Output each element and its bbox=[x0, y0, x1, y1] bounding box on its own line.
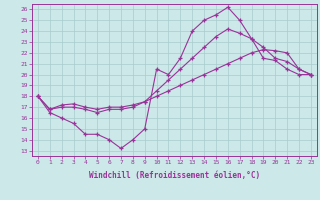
X-axis label: Windchill (Refroidissement éolien,°C): Windchill (Refroidissement éolien,°C) bbox=[89, 171, 260, 180]
